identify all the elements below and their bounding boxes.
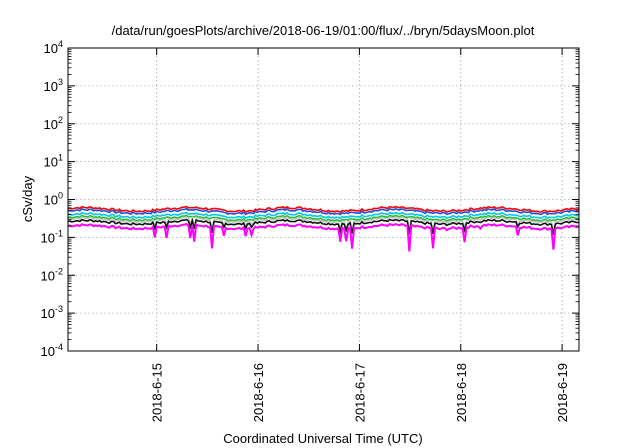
y-tick-label: 10-2 bbox=[41, 266, 63, 283]
x-tick-label: 2018-6-19 bbox=[555, 363, 570, 422]
y-tick-label: 102 bbox=[44, 115, 63, 132]
y-tick-label: 104 bbox=[44, 39, 63, 56]
y-axis-ticks: 10-4 10-3 10-2 10-1 100 101 102 103 104 bbox=[41, 39, 579, 359]
x-axis-ticks: 2018-6-15 2018-6-16 2018-6-17 2018-6-18 2018… bbox=[150, 48, 570, 422]
y-axis-label: cSv/day bbox=[20, 175, 35, 222]
chart-title: /data/run/goesPlots/archive/2018-06-19/0… bbox=[112, 23, 535, 38]
y-tick-label: 100 bbox=[44, 191, 63, 208]
y-tick-label: 10-3 bbox=[41, 304, 63, 321]
grid-lines bbox=[68, 48, 579, 351]
series-line bbox=[67, 211, 580, 220]
y-tick-label: 10-1 bbox=[41, 228, 63, 245]
series-line bbox=[67, 222, 580, 252]
series-line bbox=[67, 207, 580, 216]
y-tick-label: 103 bbox=[44, 77, 63, 94]
x-tick-label: 2018-6-16 bbox=[251, 363, 266, 422]
x-tick-label: 2018-6-17 bbox=[352, 363, 367, 422]
y-tick-label: 101 bbox=[44, 153, 63, 170]
series-line bbox=[67, 217, 580, 235]
x-axis-label: Coordinated Universal Time (UTC) bbox=[223, 431, 422, 446]
x-tick-label: 2018-6-18 bbox=[454, 363, 469, 422]
series-line bbox=[67, 205, 580, 214]
y-tick-label: 10-4 bbox=[41, 342, 63, 359]
x-tick-label: 2018-6-15 bbox=[150, 363, 165, 422]
data-series bbox=[67, 205, 580, 252]
